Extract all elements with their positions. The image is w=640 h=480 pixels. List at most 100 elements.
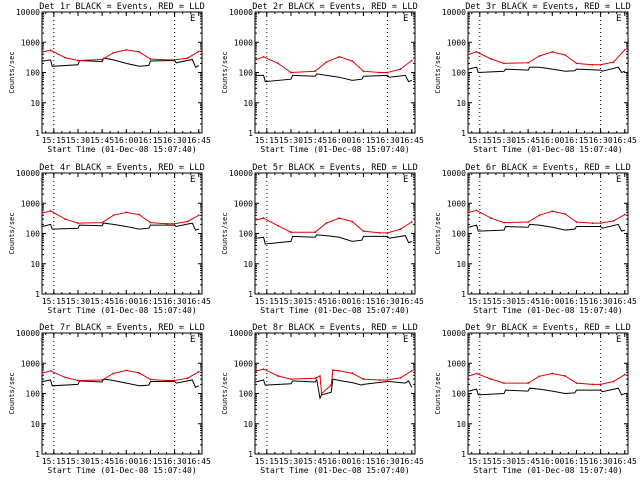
lld-data-point <box>386 71 389 74</box>
y-tick-label: 1 <box>35 450 40 459</box>
lld-data-point <box>527 382 529 384</box>
x-axis-label: Start Time (01-Dec-08 15:07:40) <box>47 145 196 154</box>
lld-data-point <box>475 209 478 212</box>
y-tick-label: 100 <box>239 230 254 239</box>
panel-title: Det 2r BLACK = Events, RED = LLD <box>252 2 418 12</box>
lld-data-point <box>623 213 626 216</box>
lld-data-point <box>165 59 168 61</box>
panel-det-3r: Det 3r BLACK = Events, RED = LLD E 1 10 100 1… <box>434 2 637 154</box>
lld-data-point <box>125 49 128 51</box>
lld-data-point <box>564 213 567 215</box>
corner-marker: E <box>190 175 195 185</box>
lld-data-point <box>503 62 505 65</box>
corner-marker: E <box>616 335 621 345</box>
lld-data-point <box>173 222 176 225</box>
events-series-line <box>468 387 626 396</box>
y-tick-label: 10 <box>30 99 40 108</box>
lld-data-point <box>378 232 381 234</box>
y-tick-label: 1 <box>461 290 466 299</box>
x-tick-label: 16:30 <box>376 297 400 306</box>
y-tick-label: 10000 <box>229 329 253 338</box>
lld-data-point <box>112 214 115 217</box>
panel-title: Det 3r BLACK = Events, RED = LLD <box>465 2 631 12</box>
lld-data-point <box>378 71 381 74</box>
x-tick-label: 15:30 <box>492 136 516 145</box>
lld-data-point <box>138 51 141 53</box>
events-series-line <box>468 66 625 74</box>
x-tick-label: 16:15 <box>138 297 162 306</box>
x-tick-label: 16:45 <box>613 297 637 306</box>
y-tick-label: 1000 <box>234 38 253 47</box>
corner-marker: E <box>616 14 621 24</box>
x-tick-label: 15:15 <box>42 297 66 306</box>
lld-data-point <box>351 60 354 62</box>
x-tick-label: 16:15 <box>351 297 375 306</box>
lld-data-point <box>173 379 176 382</box>
lld-data-point <box>475 51 478 53</box>
x-tick-label: 16:30 <box>376 457 400 466</box>
lld-data-point <box>277 62 279 65</box>
panel-det-9r: Det 9r BLACK = Events, RED = LLD E 1 10 100 1… <box>434 323 637 475</box>
y-tick-label: 10 <box>243 260 253 269</box>
events-series-line <box>42 57 200 68</box>
x-tick-label: 16:45 <box>187 297 211 306</box>
x-tick-label: 15:30 <box>66 297 90 306</box>
x-tick-label: 15:15 <box>468 297 492 306</box>
y-tick-label: 10 <box>243 99 253 108</box>
lld-data-point <box>551 372 554 375</box>
x-tick-label: 16:45 <box>187 457 211 466</box>
lld-data-point <box>101 379 103 381</box>
y-axis-label: Counts/sec <box>434 372 442 414</box>
lld-data-point <box>77 379 79 382</box>
lld-data-point <box>399 68 402 70</box>
corner-marker: E <box>190 335 195 345</box>
lld-data-point <box>125 369 128 372</box>
y-tick-label: 100 <box>452 69 467 78</box>
corner-marker: E <box>403 14 408 24</box>
lld-data-point <box>254 219 257 221</box>
y-tick-label: 10 <box>456 260 466 269</box>
lld-data-point <box>165 222 168 225</box>
lld-data-point <box>410 370 413 372</box>
x-tick-label: 15:15 <box>468 136 492 145</box>
y-tick-label: 1 <box>248 290 253 299</box>
x-tick-label: 16:00 <box>327 297 351 306</box>
lld-data-point <box>138 213 141 216</box>
x-tick-label: 15:15 <box>255 457 279 466</box>
x-tick-label: 15:30 <box>279 457 303 466</box>
y-tick-label: 10000 <box>16 169 40 178</box>
events-series-line <box>255 378 413 400</box>
y-axis-label: Counts/sec <box>434 212 442 254</box>
y-tick-label: 100 <box>452 390 467 399</box>
lld-data-point <box>551 51 554 53</box>
y-tick-label: 1 <box>248 450 253 459</box>
panel-det-1r: Det 1r BLACK = Events, RED = LLD E 1 10 100 1… <box>8 2 211 154</box>
panel-title: Det 6r BLACK = Events, RED = LLD <box>465 163 631 173</box>
y-tick-label: 1 <box>35 290 40 299</box>
x-axis-label: Start Time (01-Dec-08 15:07:40) <box>260 145 409 154</box>
y-tick-label: 10000 <box>442 8 466 17</box>
lld-data-point <box>399 376 402 379</box>
x-tick-label: 15:45 <box>303 457 327 466</box>
events-series-line <box>42 222 199 231</box>
lld-data-point <box>599 383 602 386</box>
y-tick-label: 1000 <box>21 359 40 368</box>
panel-det-8r: Det 8r BLACK = Events, RED = LLD E 1 10 100 1… <box>221 323 424 475</box>
lld-data-point <box>351 372 354 375</box>
lld-data-point <box>112 372 115 375</box>
panel-title: Det 8r BLACK = Events, RED = LLD <box>252 323 418 333</box>
corner-marker: E <box>403 175 408 185</box>
lld-data-point <box>591 383 594 386</box>
x-tick-label: 15:45 <box>303 136 327 145</box>
lld-data-point <box>490 217 492 220</box>
x-tick-label: 15:30 <box>66 457 90 466</box>
y-axis-label: Counts/sec <box>8 372 16 414</box>
lld-data-point <box>503 221 505 224</box>
lld-data-point <box>49 210 52 212</box>
x-tick-label: 16:15 <box>564 297 588 306</box>
x-tick-label: 16:15 <box>138 457 162 466</box>
y-tick-label: 1 <box>461 129 466 138</box>
x-tick-label: 16:00 <box>540 297 564 306</box>
y-tick-label: 1 <box>461 450 466 459</box>
